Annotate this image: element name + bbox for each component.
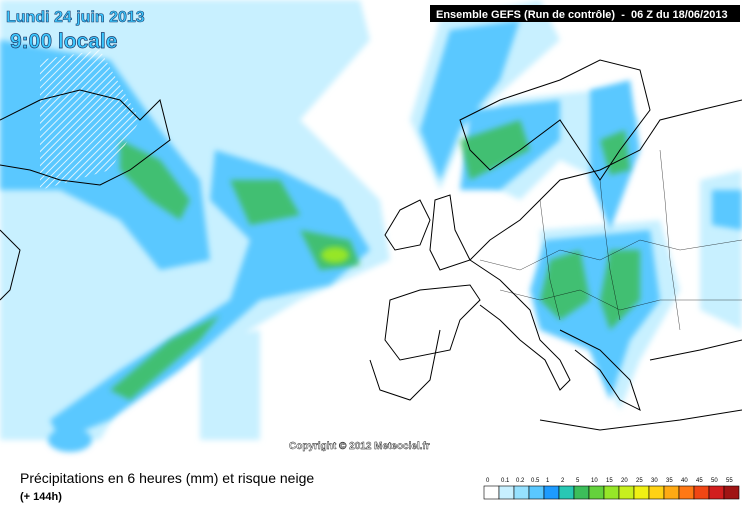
footer: [0, 462, 742, 508]
caption-subtitle: (+ 144h): [20, 491, 62, 503]
date: Lundi 24 juin 2013: [6, 9, 145, 26]
model-box: [430, 5, 740, 22]
legend-swatch: [723, 485, 740, 500]
snow-risk: [40, 50, 140, 190]
legend-swatch: [588, 485, 605, 500]
legend-label: 25: [636, 478, 643, 484]
caption-title: Précipitations en 6 heures (mm) et risqu…: [20, 470, 314, 486]
legend-label: 20: [621, 478, 628, 484]
borders: [479, 149, 742, 331]
legend-swatch: [543, 485, 560, 500]
time: 9:00 locale: [10, 30, 117, 53]
legend-swatch: [513, 485, 530, 500]
legend-swatch: [633, 485, 650, 500]
legend-swatch: [618, 485, 635, 500]
legend-label: 15: [606, 478, 613, 484]
legend-label: 35: [666, 478, 673, 484]
legend-swatch: [558, 485, 575, 500]
legend-swatch: [708, 485, 725, 500]
legend-label: 0.1: [501, 478, 510, 484]
legend-label: 50: [711, 478, 718, 484]
legend-swatch: [483, 485, 500, 500]
legend-swatch: [678, 485, 695, 500]
legend-label: 30: [651, 478, 658, 484]
legend-label: 0: [486, 478, 490, 484]
legend-label: 45: [696, 478, 703, 484]
coastlines: [0, 59, 742, 431]
legend-label: 2: [561, 478, 565, 484]
legend-swatch: [693, 485, 710, 500]
legend-label: 0.2: [516, 478, 525, 484]
legend-label: 0.5: [531, 478, 540, 484]
legend-swatch: [648, 485, 665, 500]
legend-label: 10: [591, 478, 598, 484]
copyright: Copyright © 2012 Meteociel.fr: [289, 441, 430, 452]
legend-label: 40: [681, 478, 688, 484]
legend-label: 5: [576, 478, 580, 484]
legend: 0 0.1 0.2 0.5 1 2 5 10 15 20 25 30 35 40 45 50 55: [483, 478, 740, 500]
legend-label: 55: [726, 478, 733, 484]
legend-swatch: [603, 485, 620, 500]
legend-swatch: [528, 485, 545, 500]
legend-swatch: [663, 485, 680, 500]
model-info: Ensemble GEFS (Run de contrôle) - 06 Z d…: [436, 9, 728, 21]
legend-swatch: [498, 485, 515, 500]
legend-label: 1: [546, 478, 550, 484]
legend-swatch: [573, 485, 590, 500]
precip-peak: [321, 247, 349, 263]
